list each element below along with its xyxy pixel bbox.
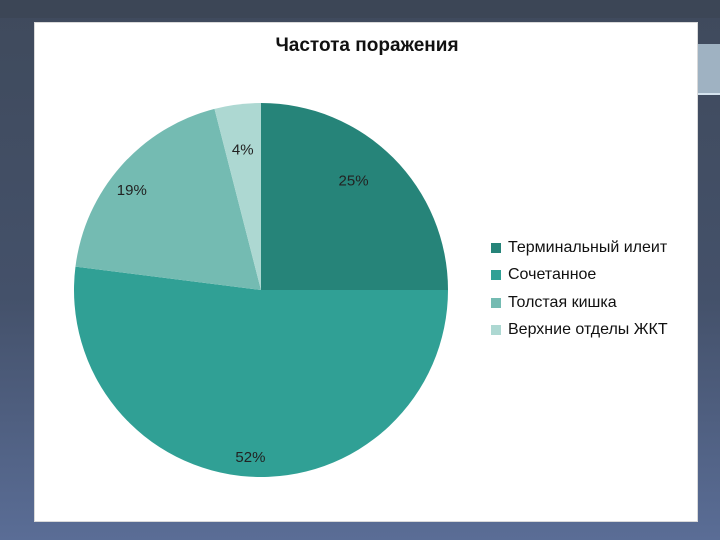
accent-line (698, 93, 720, 95)
legend-item-1: Терминальный илеит (491, 234, 668, 262)
legend-swatch (491, 242, 501, 253)
chart-title: Частота поражения (275, 35, 459, 56)
legend-label: Верхние отделы ЖКТ (508, 321, 668, 339)
legend-swatch (491, 297, 501, 308)
top-band (0, 0, 720, 18)
pie-slice-1 (261, 103, 448, 290)
slice-label-3: 19% (117, 182, 147, 199)
legend-item-2: Сочетанное (491, 262, 668, 290)
slice-label-1: 25% (339, 172, 369, 189)
pie-slice-4 (214, 103, 261, 290)
slice-label-2: 52% (235, 449, 265, 466)
slide-panel: Частота поражения 25% 52% 19% 4% Терминальн… (34, 22, 698, 522)
legend-label: Терминальный илеит (508, 238, 668, 256)
legend-swatch (491, 270, 501, 281)
pie-labels: 25% 52% 19% 4% (117, 141, 369, 466)
legend-label: Сочетанное (508, 266, 597, 284)
pie-slice-3 (75, 108, 261, 291)
accent-bar (698, 44, 720, 94)
legend-item-4: Верхние отделы ЖКТ (491, 317, 668, 345)
legend-swatch (491, 325, 501, 336)
pie-slices (74, 103, 449, 477)
legend: Терминальный илеит Сочетанное Толстая кишк… (491, 234, 668, 344)
pie-slice-2 (74, 266, 449, 477)
slice-label-4: 4% (232, 141, 254, 158)
legend-label: Толстая кишка (508, 293, 617, 311)
legend-item-3: Толстая кишка (491, 289, 668, 317)
pie-chart: 25% 52% 19% 4% (74, 103, 449, 477)
